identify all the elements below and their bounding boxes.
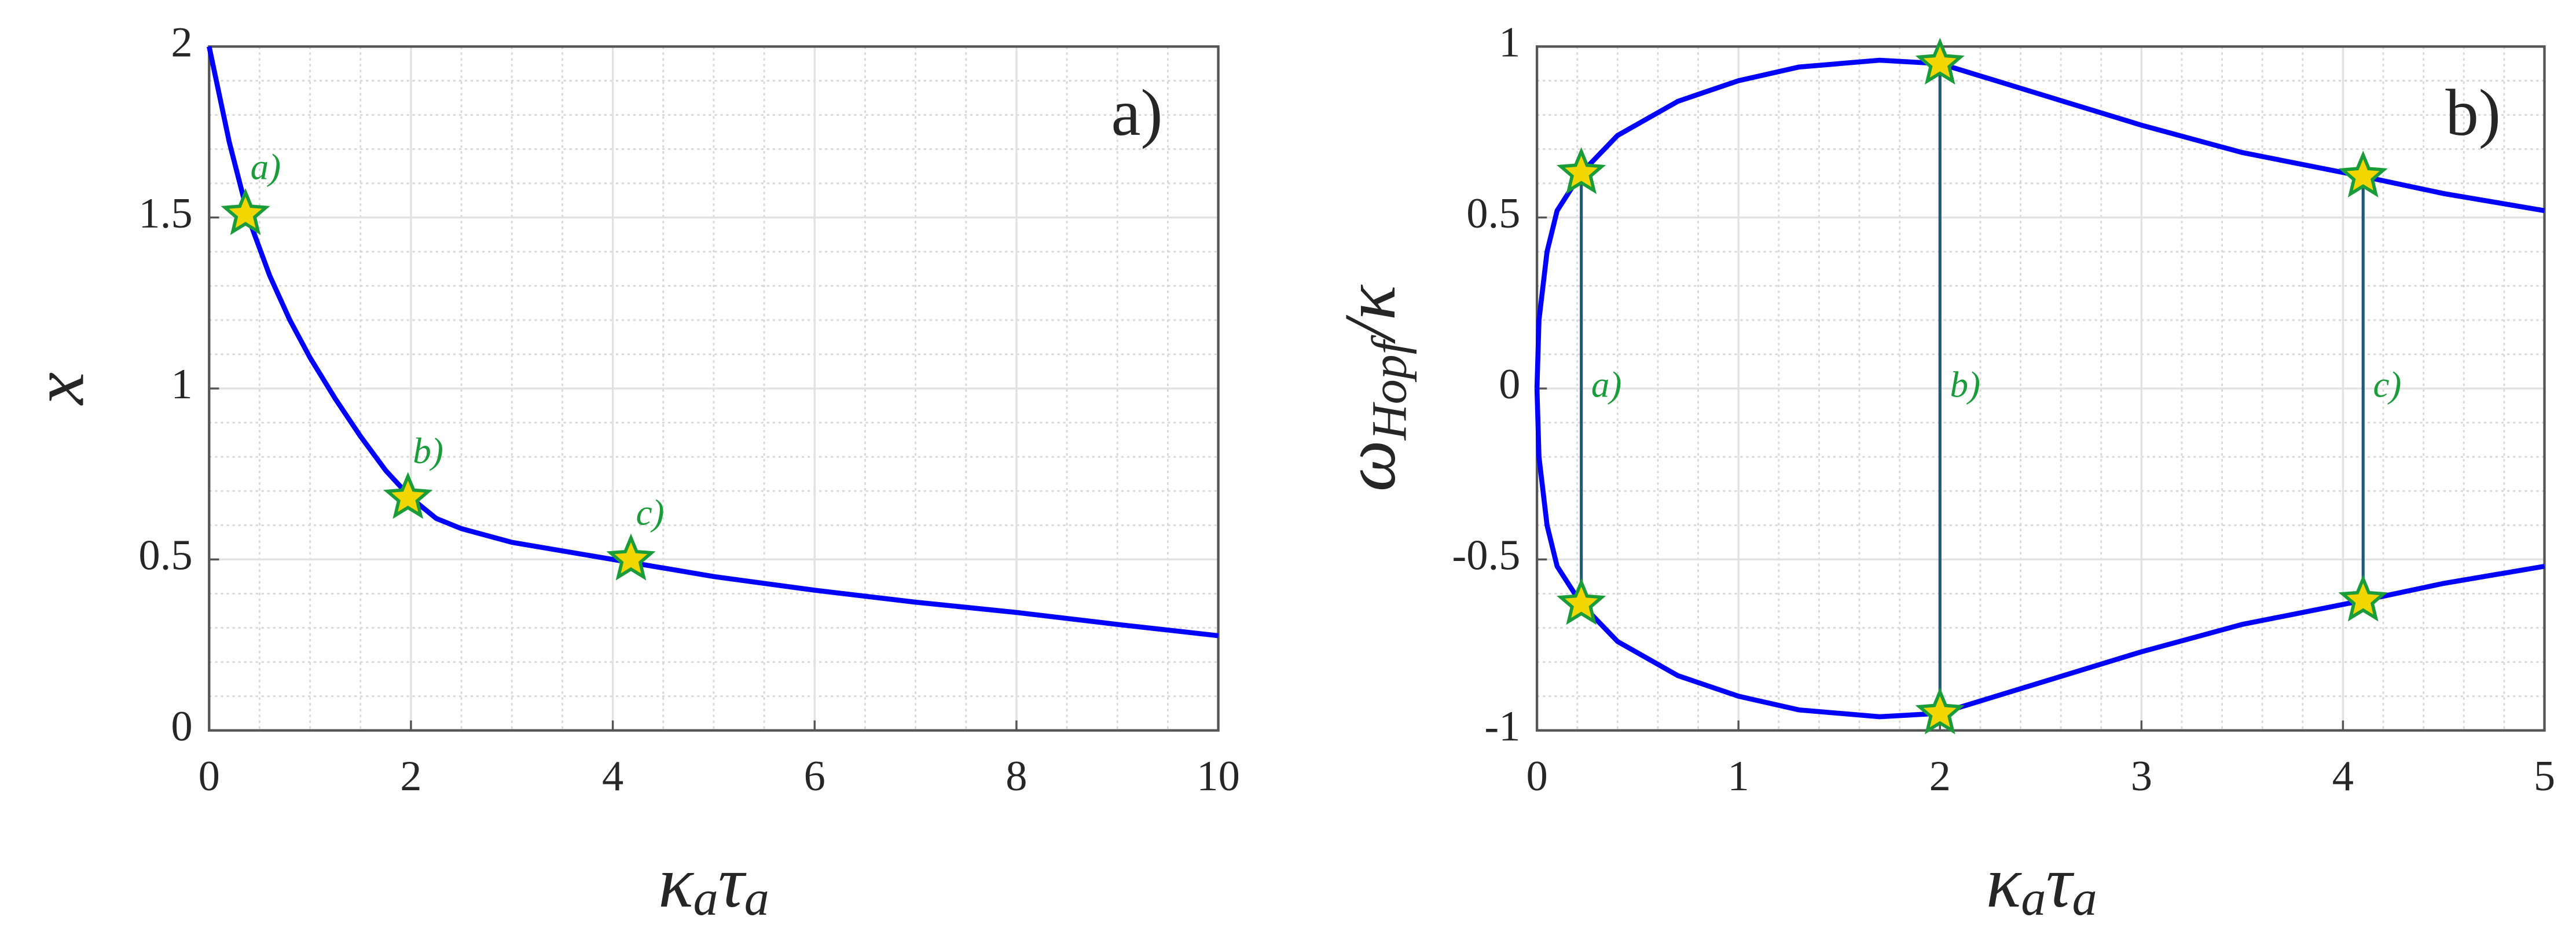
- x-label-main: κ: [658, 842, 694, 923]
- x-tick-label: 2: [400, 753, 421, 800]
- x-axis-label: κaτa: [658, 842, 769, 926]
- y-label-sub: Hopf: [1361, 335, 1417, 441]
- star-marker: [2338, 574, 2388, 622]
- marker-label: a): [251, 147, 281, 188]
- y-label-main: x: [19, 372, 100, 406]
- x-tick-label: 1: [1728, 753, 1749, 800]
- x-tick-label: 3: [2131, 753, 2152, 800]
- x-tick-label: 2: [1929, 753, 1951, 800]
- x-tick-label: 0: [199, 753, 220, 800]
- y-tick-label: 2: [171, 19, 192, 66]
- y-axis-label: ωHopf/κ: [1330, 284, 1417, 491]
- connector-label: b): [1950, 365, 1980, 405]
- star-marker: [606, 533, 656, 581]
- x-label-sub: a: [2021, 870, 2046, 926]
- star-marker: [2338, 151, 2388, 198]
- y-tick-label: 0: [1499, 361, 1520, 408]
- x-tick-label: 8: [1006, 753, 1027, 800]
- x-label-main: τ: [2046, 842, 2074, 923]
- x-label-sub: a: [2072, 870, 2097, 926]
- y-axis-label: x: [19, 372, 100, 406]
- y-tick-label: 0.5: [1466, 190, 1520, 237]
- y-tick-label: 1.5: [138, 190, 192, 237]
- x-tick-label: 0: [1526, 753, 1547, 800]
- plot-frame: [1535, 45, 2546, 732]
- data-line: [207, 46, 1219, 639]
- marker-label: b): [413, 431, 443, 471]
- y-label-main: ω: [1330, 440, 1411, 491]
- star-marker: [1557, 147, 1606, 195]
- x-label-sub: a: [744, 870, 769, 926]
- x-tick-label: 10: [1197, 753, 1240, 800]
- data-line: [1534, 388, 2545, 720]
- y-tick-label: 1: [171, 361, 192, 408]
- connector-label: a): [1591, 365, 1622, 405]
- x-axis-label: κaτa: [1986, 842, 2097, 926]
- marker-label: c): [636, 492, 665, 533]
- y-tick-label: 1: [1499, 19, 1520, 66]
- plot-frame: [208, 45, 1220, 732]
- x-tick-label: 4: [2332, 753, 2354, 800]
- data-line: [1534, 57, 2545, 389]
- x-tick-label: 5: [2534, 753, 2555, 800]
- x-tick-label: 6: [804, 753, 825, 800]
- x-label-main: τ: [718, 842, 747, 923]
- x-label-main: κ: [1986, 842, 2022, 923]
- y-label-main: /κ: [1330, 284, 1411, 344]
- y-tick-label: -0.5: [1452, 531, 1520, 579]
- star-marker: [1557, 578, 1606, 625]
- y-tick-label: -1: [1484, 703, 1520, 750]
- x-tick-label: 4: [602, 753, 623, 800]
- x-label-sub: a: [693, 870, 718, 926]
- y-tick-label: 0: [171, 703, 192, 750]
- panel-label: b): [2445, 76, 2501, 149]
- y-tick-label: 0.5: [138, 531, 192, 579]
- star-marker: [1915, 687, 1965, 735]
- star-marker: [383, 472, 433, 519]
- star-marker: [221, 188, 270, 236]
- connector-label: c): [2373, 365, 2401, 405]
- star-marker: [1915, 38, 1965, 85]
- panel-label: a): [1111, 76, 1163, 149]
